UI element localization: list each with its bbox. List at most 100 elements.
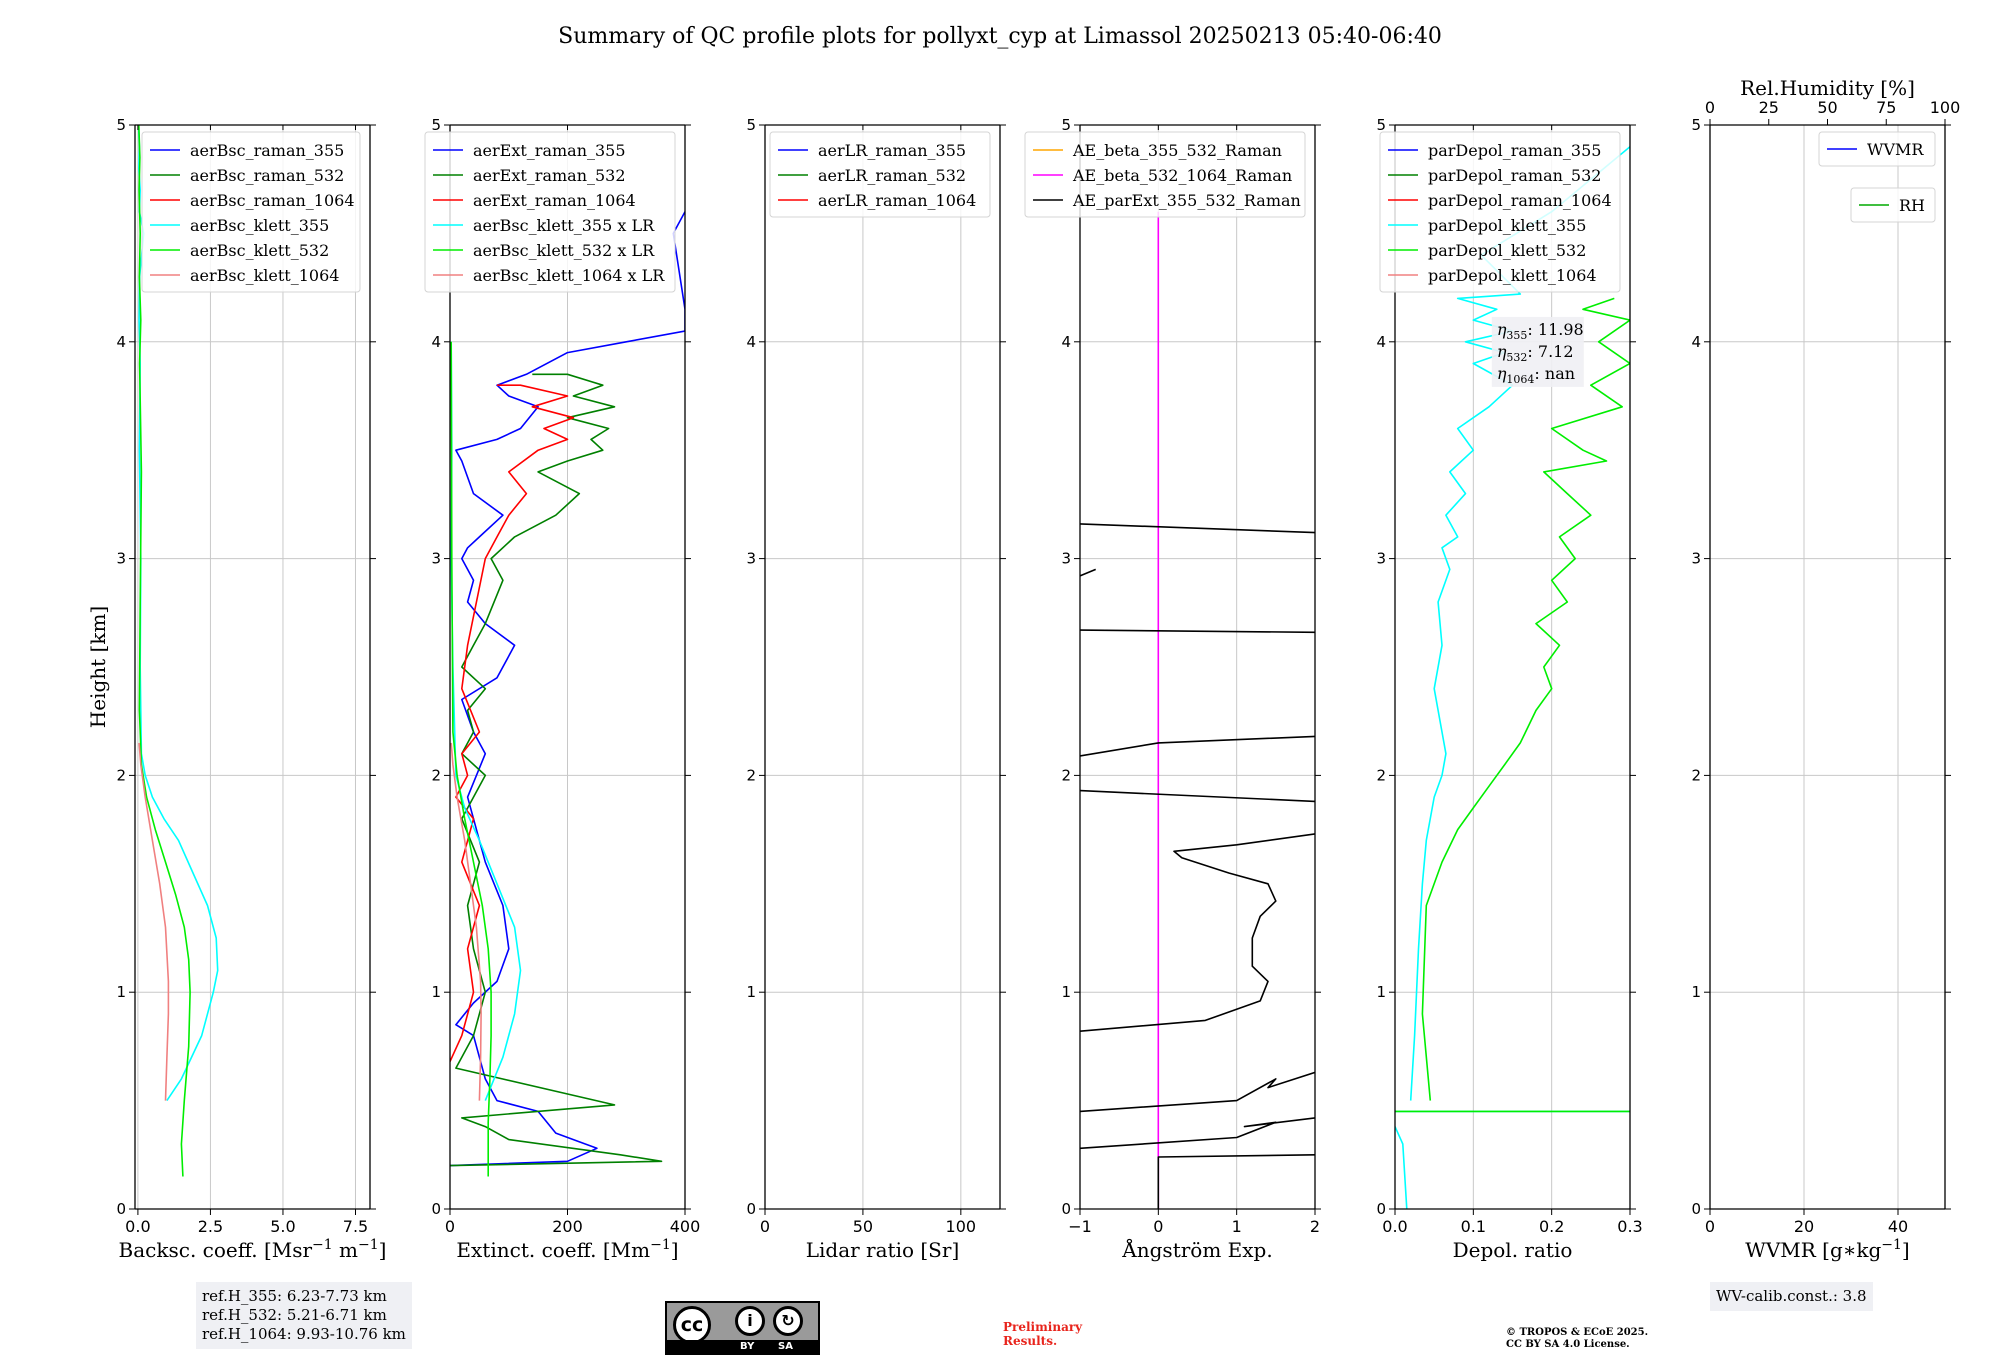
series-line-aerBsc_klett_1064 x LR	[450, 742, 482, 1101]
series-line-aerBsc_klett_532	[138, 125, 191, 1177]
x-axis-label: Lidar ratio [Sr]	[806, 1238, 960, 1262]
top-x-tick-label: 0	[1705, 98, 1715, 117]
legend-label: parDepol_klett_1064	[1428, 266, 1597, 285]
legend-label: aerBsc_raman_355	[190, 141, 344, 160]
legend-label: AE_beta_532_1064_Raman	[1072, 166, 1292, 185]
series-line-aerBsc_klett_1064	[138, 742, 170, 1101]
x-tick-label: 0	[1153, 1217, 1163, 1236]
y-tick-label: 0	[116, 1200, 126, 1218]
top-x-tick-label: 100	[1930, 98, 1961, 117]
copyright-notice: © TROPOS & ECoE 2025. CC BY SA 4.0 Licen…	[1506, 1327, 1649, 1350]
y-tick-label: 3	[746, 550, 756, 568]
x-tick-label: 0.0	[125, 1217, 150, 1236]
series-group	[137, 125, 219, 1177]
legend-frame	[769, 131, 991, 218]
y-tick-label: 5	[746, 116, 756, 134]
panel-lr: 0 50 100 0 1 2 3 4 5 Lidar ratio [Sr] aerLR_raman_…	[746, 116, 1006, 1262]
legend-label: AE_beta_355_532_Raman	[1072, 141, 1282, 160]
legend-label: parDepol_klett_532	[1428, 241, 1586, 260]
y-tick-label: 1	[1061, 983, 1071, 1001]
legend-label: aerExt_raman_532	[473, 166, 626, 185]
series-line-aerExt_raman_355	[450, 211, 685, 1167]
x-axis-label: Depol. ratio	[1453, 1238, 1573, 1262]
legend-label: aerBsc_klett_1064 x LR	[473, 266, 665, 285]
legend-label: aerBsc_klett_1064	[190, 266, 339, 285]
legend-label: aerBsc_raman_532	[190, 166, 344, 185]
y-tick-label: 1	[431, 983, 441, 1001]
y-tick-label: 5	[1061, 116, 1071, 134]
legend-label: aerExt_raman_1064	[473, 191, 636, 210]
x-tick-label: 0.3	[1617, 1217, 1642, 1236]
legend-label: parDepol_raman_1064	[1428, 191, 1612, 210]
y-tick-label: 3	[1376, 550, 1386, 568]
eta-box	[1491, 316, 1584, 387]
x-tick-label: 7.5	[343, 1217, 368, 1236]
x-tick-label: 100	[946, 1217, 977, 1236]
panel-wv: 0 20 40 0 1 2 3 4 5 WVMR [g∗kg−1] 0 25 50 75 100 Rel.Hu…	[1691, 76, 1960, 1262]
legend-rh: RH	[1850, 187, 1936, 223]
y-tick-label: 2	[1061, 766, 1071, 784]
top-x-tick-label: 50	[1817, 98, 1837, 117]
x-axis-label: Backsc. coeff. [Msr−1 m−1]	[119, 1237, 387, 1262]
y-tick-label: 4	[1691, 333, 1701, 351]
legend-label: aerLR_raman_1064	[818, 191, 976, 210]
legend-label: parDepol_klett_355	[1428, 216, 1586, 235]
series-line-aerBsc_klett_355 x LR	[450, 341, 522, 1101]
x-tick-label: 200	[552, 1217, 583, 1236]
y-tick-label: 4	[1376, 333, 1386, 351]
legend-label: aerBsc_raman_1064	[190, 191, 355, 210]
panel-bsc: 0.0 2.5 5.0 7.5 0 1 2 3 4 5 Backsc. coeff. [Msr−1 …	[86, 116, 386, 1262]
legend-frame	[141, 131, 361, 293]
preliminary-results-note: Preliminary Results.	[1003, 1320, 1083, 1348]
ref-h-532: ref.H_532: 5.21-6.71 km	[202, 1306, 387, 1324]
x-tick-label: 0	[760, 1217, 770, 1236]
x-tick-label: 50	[853, 1217, 873, 1236]
x-axis-label: Ångström Exp.	[1121, 1237, 1272, 1262]
legend-label: AE_parExt_355_532_Raman	[1072, 191, 1301, 210]
legend-label: aerBsc_klett_355 x LR	[473, 216, 655, 235]
legend-label: aerExt_raman_355	[473, 141, 626, 160]
x-tick-label: 40	[1888, 1217, 1908, 1236]
legend-label: parDepol_raman_532	[1428, 166, 1601, 185]
x-tick-label: 20	[1794, 1217, 1814, 1236]
y-tick-label: 5	[431, 116, 441, 134]
person-icon: i	[735, 1306, 765, 1336]
legend: AE_beta_355_532_Raman AE_beta_532_1064_Ra…	[1024, 131, 1306, 218]
series-line-aerBsc_klett_532 x LR	[450, 341, 492, 1177]
legend-label: parDepol_raman_355	[1428, 141, 1601, 160]
y-tick-label: 1	[746, 983, 756, 1001]
series-group	[1395, 146, 1630, 1209]
x-tick-label: 0.1	[1461, 1217, 1486, 1236]
legend-label: WVMR	[1867, 140, 1924, 159]
wv-calibration-box: WV-calib.const.: 3.8	[1710, 1282, 1873, 1311]
y-tick-label: 0	[1691, 1200, 1701, 1218]
top-x-axis-label: Rel.Humidity [%]	[1740, 76, 1915, 100]
y-tick-label: 4	[746, 333, 756, 351]
y-tick-label: 0	[431, 1200, 441, 1218]
legend: aerBsc_raman_355 aerBsc_raman_532 aerBsc_r…	[141, 131, 361, 293]
series-group	[1080, 211, 1315, 1209]
y-tick-label: 5	[1691, 116, 1701, 134]
y-tick-label: 1	[116, 983, 126, 1001]
x-axis-label: Extinct. coeff. [Mm−1]	[456, 1237, 678, 1262]
x-tick-label: 5.0	[270, 1217, 295, 1236]
cc-logo-icon: cc	[673, 1306, 711, 1344]
y-tick-label: 3	[1691, 550, 1701, 568]
legend-frame	[1850, 187, 1936, 223]
cc-license-badge: cc i ↻ BY SA	[665, 1301, 820, 1355]
series-line-aerExt_raman_1064	[450, 384, 575, 1062]
y-tick-label: 4	[116, 333, 126, 351]
eta-label-1064: η1064: nan	[1497, 364, 1575, 386]
legend-label: RH	[1899, 196, 1925, 215]
x-tick-label: 0	[1705, 1217, 1715, 1236]
y-tick-label: 3	[431, 550, 441, 568]
series-line-AE_parExt_355_532_Raman	[1080, 523, 1315, 1209]
panel-depol: 0.0 0.1 0.2 0.3 0 1 2 3 4 5 Depol. ratio parDepol_r…	[1376, 116, 1642, 1262]
y-tick-label: 3	[116, 550, 126, 568]
y-tick-label: 4	[1061, 333, 1071, 351]
legend-label: aerLR_raman_355	[818, 141, 966, 160]
legend-label: aerBsc_klett_355	[190, 216, 329, 235]
